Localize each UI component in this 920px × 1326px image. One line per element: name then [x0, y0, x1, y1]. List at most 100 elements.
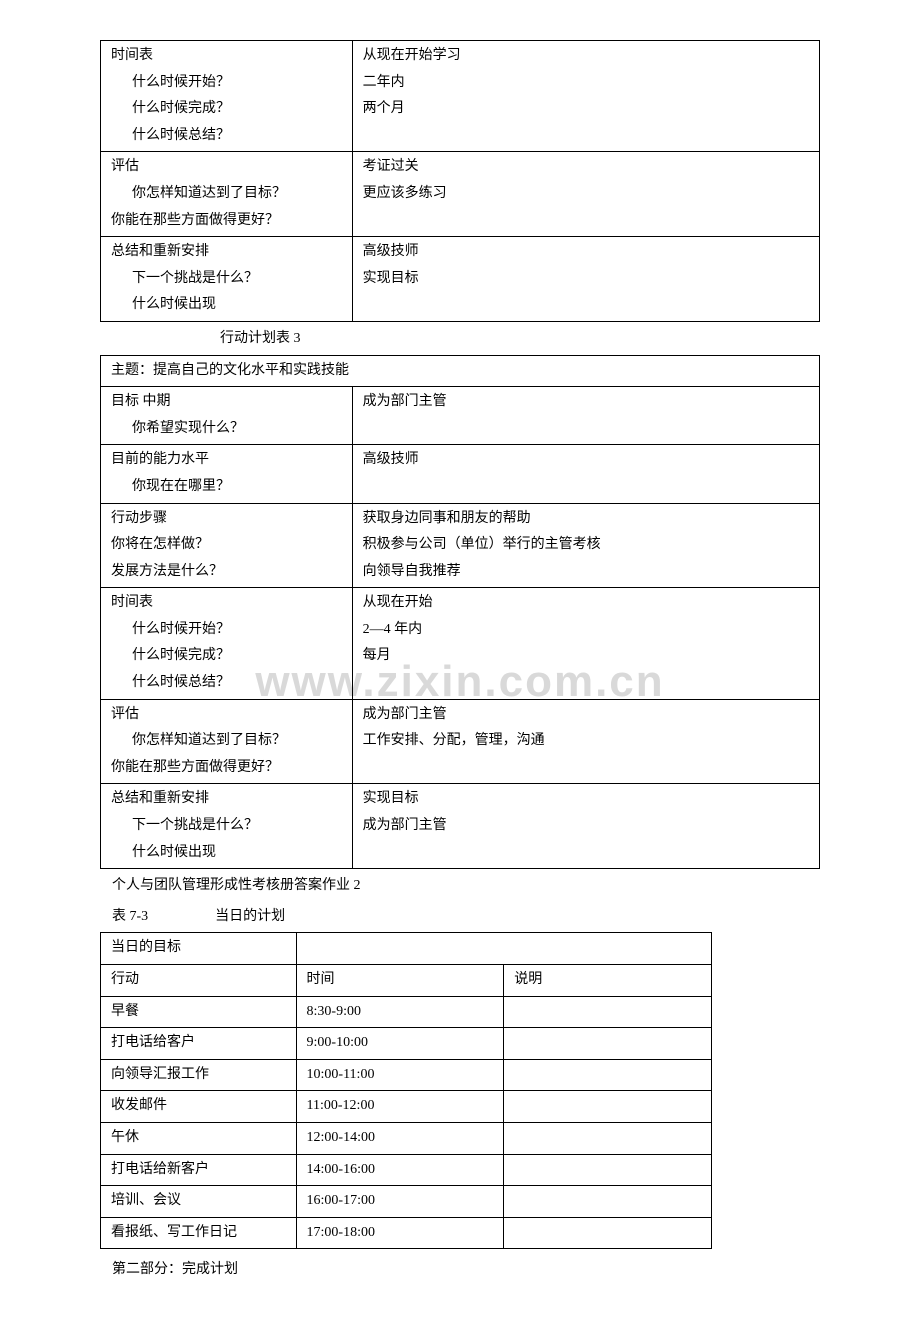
plan-left-line: 什么时候总结？ — [111, 670, 346, 697]
plan-left-line: 时间表 — [111, 43, 346, 70]
plan-right-line: 两个月 — [363, 96, 813, 123]
plan-right-line — [363, 208, 813, 235]
plan-right-cell: 从现在开始2—4 年内每月 — [352, 588, 819, 699]
plan-right-line: 每月 — [363, 643, 813, 670]
plan-left-cell: 评估你怎样知道达到了目标？你能在那些方面做得更好？ — [101, 699, 353, 784]
schedule-cell — [504, 1217, 712, 1249]
action-plan-table-3: 主题：提高自己的文化水平和实践技能目标 中期你希望实现什么？ 成为部门主管 目前的… — [100, 355, 820, 870]
schedule-cell — [504, 1091, 712, 1123]
plan-right-cell: 成为部门主管 — [352, 387, 819, 445]
assignment-2-title: 个人与团队管理形成性考核册答案作业 2 — [100, 873, 820, 900]
schedule-cell: 14:00-16:00 — [296, 1154, 504, 1186]
plan-right-line — [363, 416, 813, 443]
plan-right-line: 2—4 年内 — [363, 617, 813, 644]
plan-right-line — [363, 670, 813, 697]
schedule-cell — [504, 1028, 712, 1060]
action-plan-3-caption: 行动计划表 3 — [100, 326, 820, 353]
schedule-table-title: 当日的计划 — [215, 909, 285, 924]
plan-left-cell: 目前的能力水平你现在在哪里？ — [101, 445, 353, 503]
plan-left-line: 什么时候开始？ — [111, 617, 346, 644]
plan-left-line: 总结和重新安排 — [111, 786, 346, 813]
schedule-cell: 8:30-9:00 — [296, 996, 504, 1028]
plan-left-line: 发展方法是什么？ — [111, 559, 346, 586]
plan-theme-cell: 主题：提高自己的文化水平和实践技能 — [101, 355, 820, 387]
schedule-cell: 看报纸、写工作日记 — [101, 1217, 297, 1249]
plan-left-line: 你怎样知道达到了目标？ — [111, 181, 346, 208]
schedule-column-header: 行动 — [101, 965, 297, 997]
plan-left-cell: 总结和重新安排下一个挑战是什么？什么时候出现 — [101, 237, 353, 322]
daily-goal-value — [296, 933, 711, 965]
schedule-cell: 向领导汇报工作 — [101, 1059, 297, 1091]
plan-left-line: 你怎样知道达到了目标？ — [111, 728, 346, 755]
plan-right-line — [363, 292, 813, 319]
plan-left-line: 行动步骤 — [111, 506, 346, 533]
plan-right-line: 从现在开始 — [363, 590, 813, 617]
plan-left-line: 目前的能力水平 — [111, 447, 346, 474]
plan-right-line: 向领导自我推荐 — [363, 559, 813, 586]
plan-right-line: 考证过关 — [363, 154, 813, 181]
plan-right-line: 实现目标 — [363, 786, 813, 813]
plan-left-line: 你将在怎样做？ — [111, 532, 346, 559]
schedule-cell: 16:00-17:00 — [296, 1186, 504, 1218]
plan-left-line: 目标 中期 — [111, 389, 346, 416]
daily-goal-label: 当日的目标 — [101, 933, 297, 965]
action-plan-table-partial: 时间表什么时候开始？什么时候完成？什么时候总结？从现在开始学习二年内两个月 评估… — [100, 40, 820, 322]
plan-left-line: 什么时候开始？ — [111, 70, 346, 97]
plan-left-line: 总结和重新安排 — [111, 239, 346, 266]
plan-right-cell: 成为部门主管工作安排、分配，管理，沟通 — [352, 699, 819, 784]
plan-left-cell: 总结和重新安排下一个挑战是什么？什么时候出现 — [101, 784, 353, 869]
plan-right-line: 获取身边同事和朋友的帮助 — [363, 506, 813, 533]
plan-left-line: 下一个挑战是什么？ — [111, 266, 346, 293]
plan-right-line: 成为部门主管 — [363, 702, 813, 729]
schedule-column-header: 说明 — [504, 965, 712, 997]
plan-left-cell: 评估你怎样知道达到了目标？你能在那些方面做得更好？ — [101, 152, 353, 237]
plan-left-line: 评估 — [111, 154, 346, 181]
schedule-cell — [504, 1059, 712, 1091]
plan-left-line: 你能在那些方面做得更好？ — [111, 755, 346, 782]
schedule-cell: 17:00-18:00 — [296, 1217, 504, 1249]
plan-right-line: 实现目标 — [363, 266, 813, 293]
schedule-cell: 9:00-10:00 — [296, 1028, 504, 1060]
plan-right-line: 二年内 — [363, 70, 813, 97]
schedule-cell: 11:00-12:00 — [296, 1091, 504, 1123]
plan-left-line: 你希望实现什么？ — [111, 416, 346, 443]
plan-left-line: 什么时候出现 — [111, 840, 346, 867]
plan-right-line: 更应该多练习 — [363, 181, 813, 208]
schedule-cell — [504, 1186, 712, 1218]
schedule-column-header: 时间 — [296, 965, 504, 997]
plan-right-cell: 实现目标成为部门主管 — [352, 784, 819, 869]
plan-left-cell: 目标 中期你希望实现什么？ — [101, 387, 353, 445]
plan-right-line — [363, 474, 813, 501]
plan-right-line: 积极参与公司（单位）举行的主管考核 — [363, 532, 813, 559]
part-2-title: 第二部分：完成计划 — [100, 1257, 820, 1284]
plan-right-line: 高级技师 — [363, 447, 813, 474]
plan-right-cell: 考证过关更应该多练习 — [352, 152, 819, 237]
schedule-cell: 培训、会议 — [101, 1186, 297, 1218]
plan-right-line: 高级技师 — [363, 239, 813, 266]
schedule-cell — [504, 996, 712, 1028]
plan-right-line: 成为部门主管 — [363, 389, 813, 416]
schedule-cell: 午休 — [101, 1122, 297, 1154]
plan-left-line: 下一个挑战是什么？ — [111, 813, 346, 840]
plan-left-line: 你能在那些方面做得更好？ — [111, 208, 346, 235]
schedule-cell: 早餐 — [101, 996, 297, 1028]
schedule-cell: 12:00-14:00 — [296, 1122, 504, 1154]
schedule-cell: 收发邮件 — [101, 1091, 297, 1123]
schedule-cell: 打电话给新客户 — [101, 1154, 297, 1186]
plan-right-line — [363, 755, 813, 782]
schedule-caption: 表 7-3 当日的计划 — [100, 904, 820, 931]
plan-left-line: 时间表 — [111, 590, 346, 617]
plan-left-cell: 行动步骤你将在怎样做？发展方法是什么？ — [101, 503, 353, 588]
plan-right-line — [363, 840, 813, 867]
schedule-cell: 打电话给客户 — [101, 1028, 297, 1060]
schedule-cell — [504, 1122, 712, 1154]
plan-right-line: 工作安排、分配，管理，沟通 — [363, 728, 813, 755]
plan-left-line: 什么时候完成？ — [111, 643, 346, 670]
plan-right-cell: 从现在开始学习二年内两个月 — [352, 41, 819, 152]
plan-left-line: 什么时候总结？ — [111, 123, 346, 150]
plan-left-cell: 时间表什么时候开始？什么时候完成？什么时候总结？ — [101, 588, 353, 699]
plan-right-line: 成为部门主管 — [363, 813, 813, 840]
plan-left-line: 什么时候出现 — [111, 292, 346, 319]
plan-left-line: 什么时候完成？ — [111, 96, 346, 123]
schedule-cell: 10:00-11:00 — [296, 1059, 504, 1091]
